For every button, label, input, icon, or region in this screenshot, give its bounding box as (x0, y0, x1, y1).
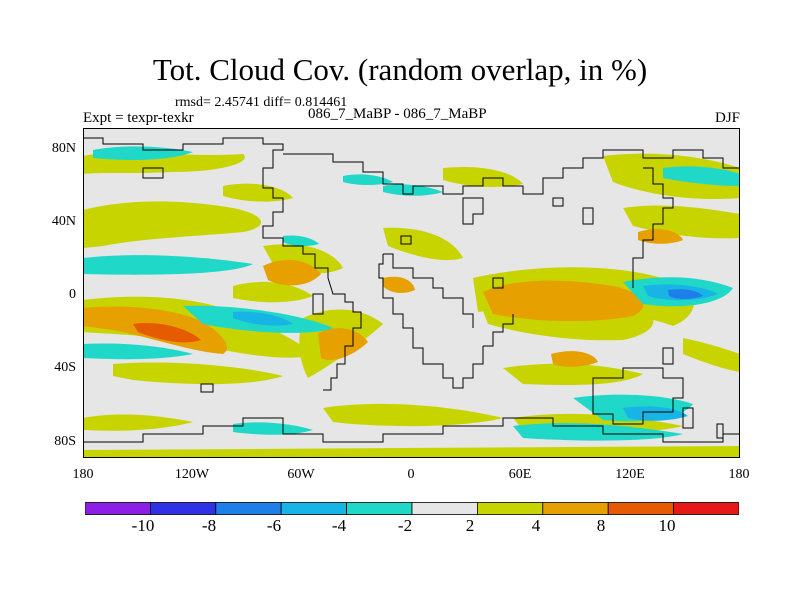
colorbar-box (280, 502, 347, 515)
anomaly-red-regions (133, 322, 201, 343)
colorbar-label: -4 (331, 516, 347, 535)
y-tick-label: 40N (51, 214, 76, 229)
case-label: 086_7_MaBP - 086_7_MaBP (308, 106, 487, 122)
coastlines (83, 137, 740, 443)
colorbar-label: 2 (465, 516, 475, 535)
colorbar-label: -6 (266, 516, 282, 535)
cloud-cover-map (83, 128, 740, 458)
x-tick-label: 0 (407, 467, 415, 482)
plot-title: Tot. Cloud Cov. (random overlap, in %) (152, 52, 648, 87)
y-tick-label: 40S (54, 360, 76, 375)
x-tick-label: 120E (615, 467, 645, 482)
y-tick-label: 0 (69, 287, 76, 302)
colorbar (85, 502, 739, 515)
colorbar-label: 8 (596, 516, 606, 535)
colorbar-box (150, 502, 217, 515)
colorbar-label: 10 (658, 516, 676, 535)
y-tick-label: 80S (54, 434, 76, 449)
map-frame (83, 128, 740, 458)
colorbar-label: -2 (397, 516, 413, 535)
anomaly-blue-regions (668, 289, 703, 299)
experiment-label: Expt = texpr-texkr (83, 110, 194, 126)
colorbar-box (673, 502, 739, 515)
stats-line: rmsd= 2.45741 diff= 0.814461 (175, 95, 348, 110)
colorbar-box (542, 502, 609, 515)
y-tick-label: 80N (51, 141, 76, 156)
colorbar-box (411, 502, 478, 515)
x-tick-label: 60E (508, 467, 532, 482)
x-tick-label: 60W (287, 467, 315, 482)
x-tick-label: 180 (72, 467, 94, 482)
colorbar-label: 4 (531, 516, 541, 535)
colorbar-box (476, 502, 544, 515)
season-label: DJF (714, 110, 740, 126)
colorbar-box (607, 502, 675, 515)
colorbar-box (215, 502, 282, 515)
x-tick-label: 120W (174, 467, 210, 482)
x-tick-label: 180 (728, 467, 750, 482)
anomaly-cyan-regions (83, 146, 740, 441)
colorbar-label: -10 (131, 516, 155, 535)
colorbar-box (85, 502, 151, 515)
colorbar-box (346, 502, 413, 515)
colorbar-label: -8 (201, 516, 217, 535)
